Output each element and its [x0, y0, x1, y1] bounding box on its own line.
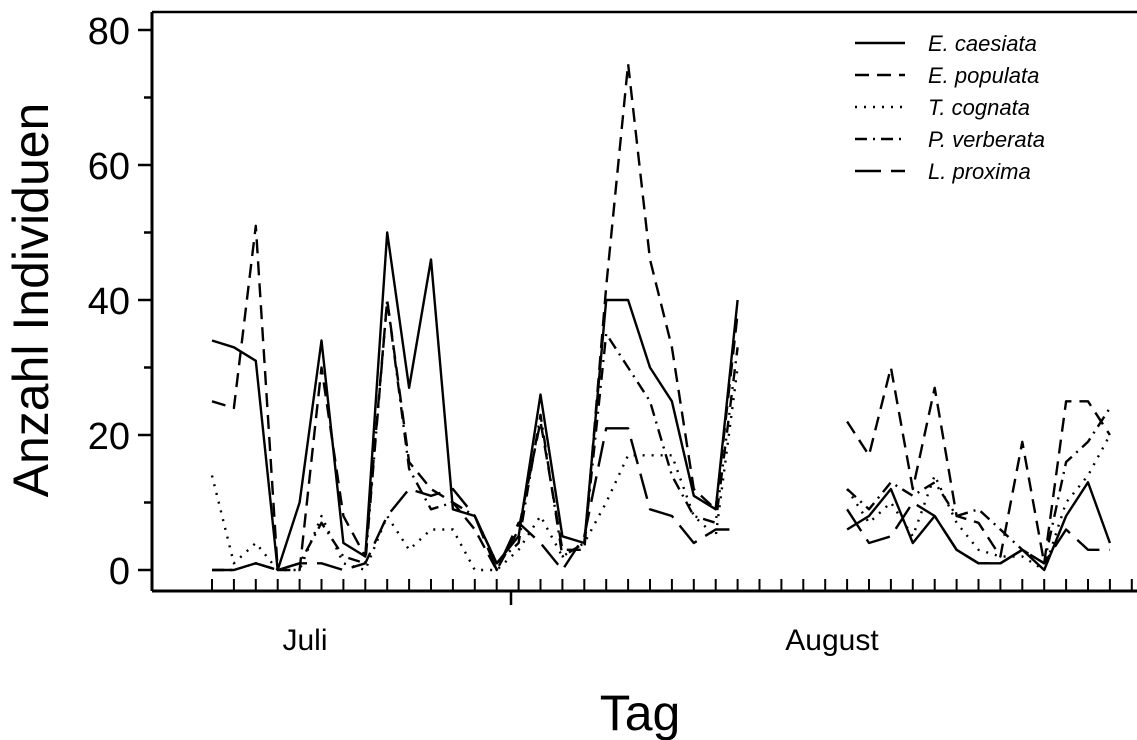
y-tick-label: 40 — [88, 281, 130, 323]
series-segment — [846, 407, 1111, 565]
series-line — [210, 367, 1111, 572]
y-axis-title: Anzahl Individuen — [3, 103, 59, 498]
series-group — [210, 62, 1112, 572]
legend-label: E. populata — [928, 63, 1039, 88]
series-line — [212, 298, 1111, 572]
y-tick-label: 20 — [88, 416, 130, 458]
series-segment — [210, 367, 739, 572]
legend-label: L. proxima — [928, 159, 1031, 184]
legend-label: T. cognata — [928, 95, 1030, 120]
x-ticks — [211, 579, 1133, 605]
legend-label: E. caesiata — [928, 31, 1037, 56]
series-segment — [211, 231, 739, 572]
axes — [150, 10, 1137, 593]
series-line — [212, 427, 1110, 572]
y-tick-label: 80 — [88, 11, 130, 53]
legend: E. caesiata E. populata T. cognata P. verbe… — [855, 31, 1045, 184]
x-axis-title: Tag — [600, 685, 681, 740]
series-segment — [846, 481, 1112, 572]
series-segment — [846, 366, 1111, 565]
series-segment — [211, 62, 739, 572]
y-tick-label: 60 — [88, 146, 130, 188]
series-segment — [846, 501, 1110, 565]
series-segment — [212, 427, 738, 572]
y-ticks: 0 20 40 60 80 — [88, 11, 152, 593]
series-line — [211, 62, 1111, 572]
y-tick-label: 0 — [109, 551, 130, 593]
month-label-august: August — [785, 624, 879, 657]
series-segment — [846, 434, 1111, 572]
series-line — [211, 231, 1112, 572]
legend-label: P. verberata — [928, 127, 1045, 152]
month-label-juli: Juli — [282, 624, 327, 657]
